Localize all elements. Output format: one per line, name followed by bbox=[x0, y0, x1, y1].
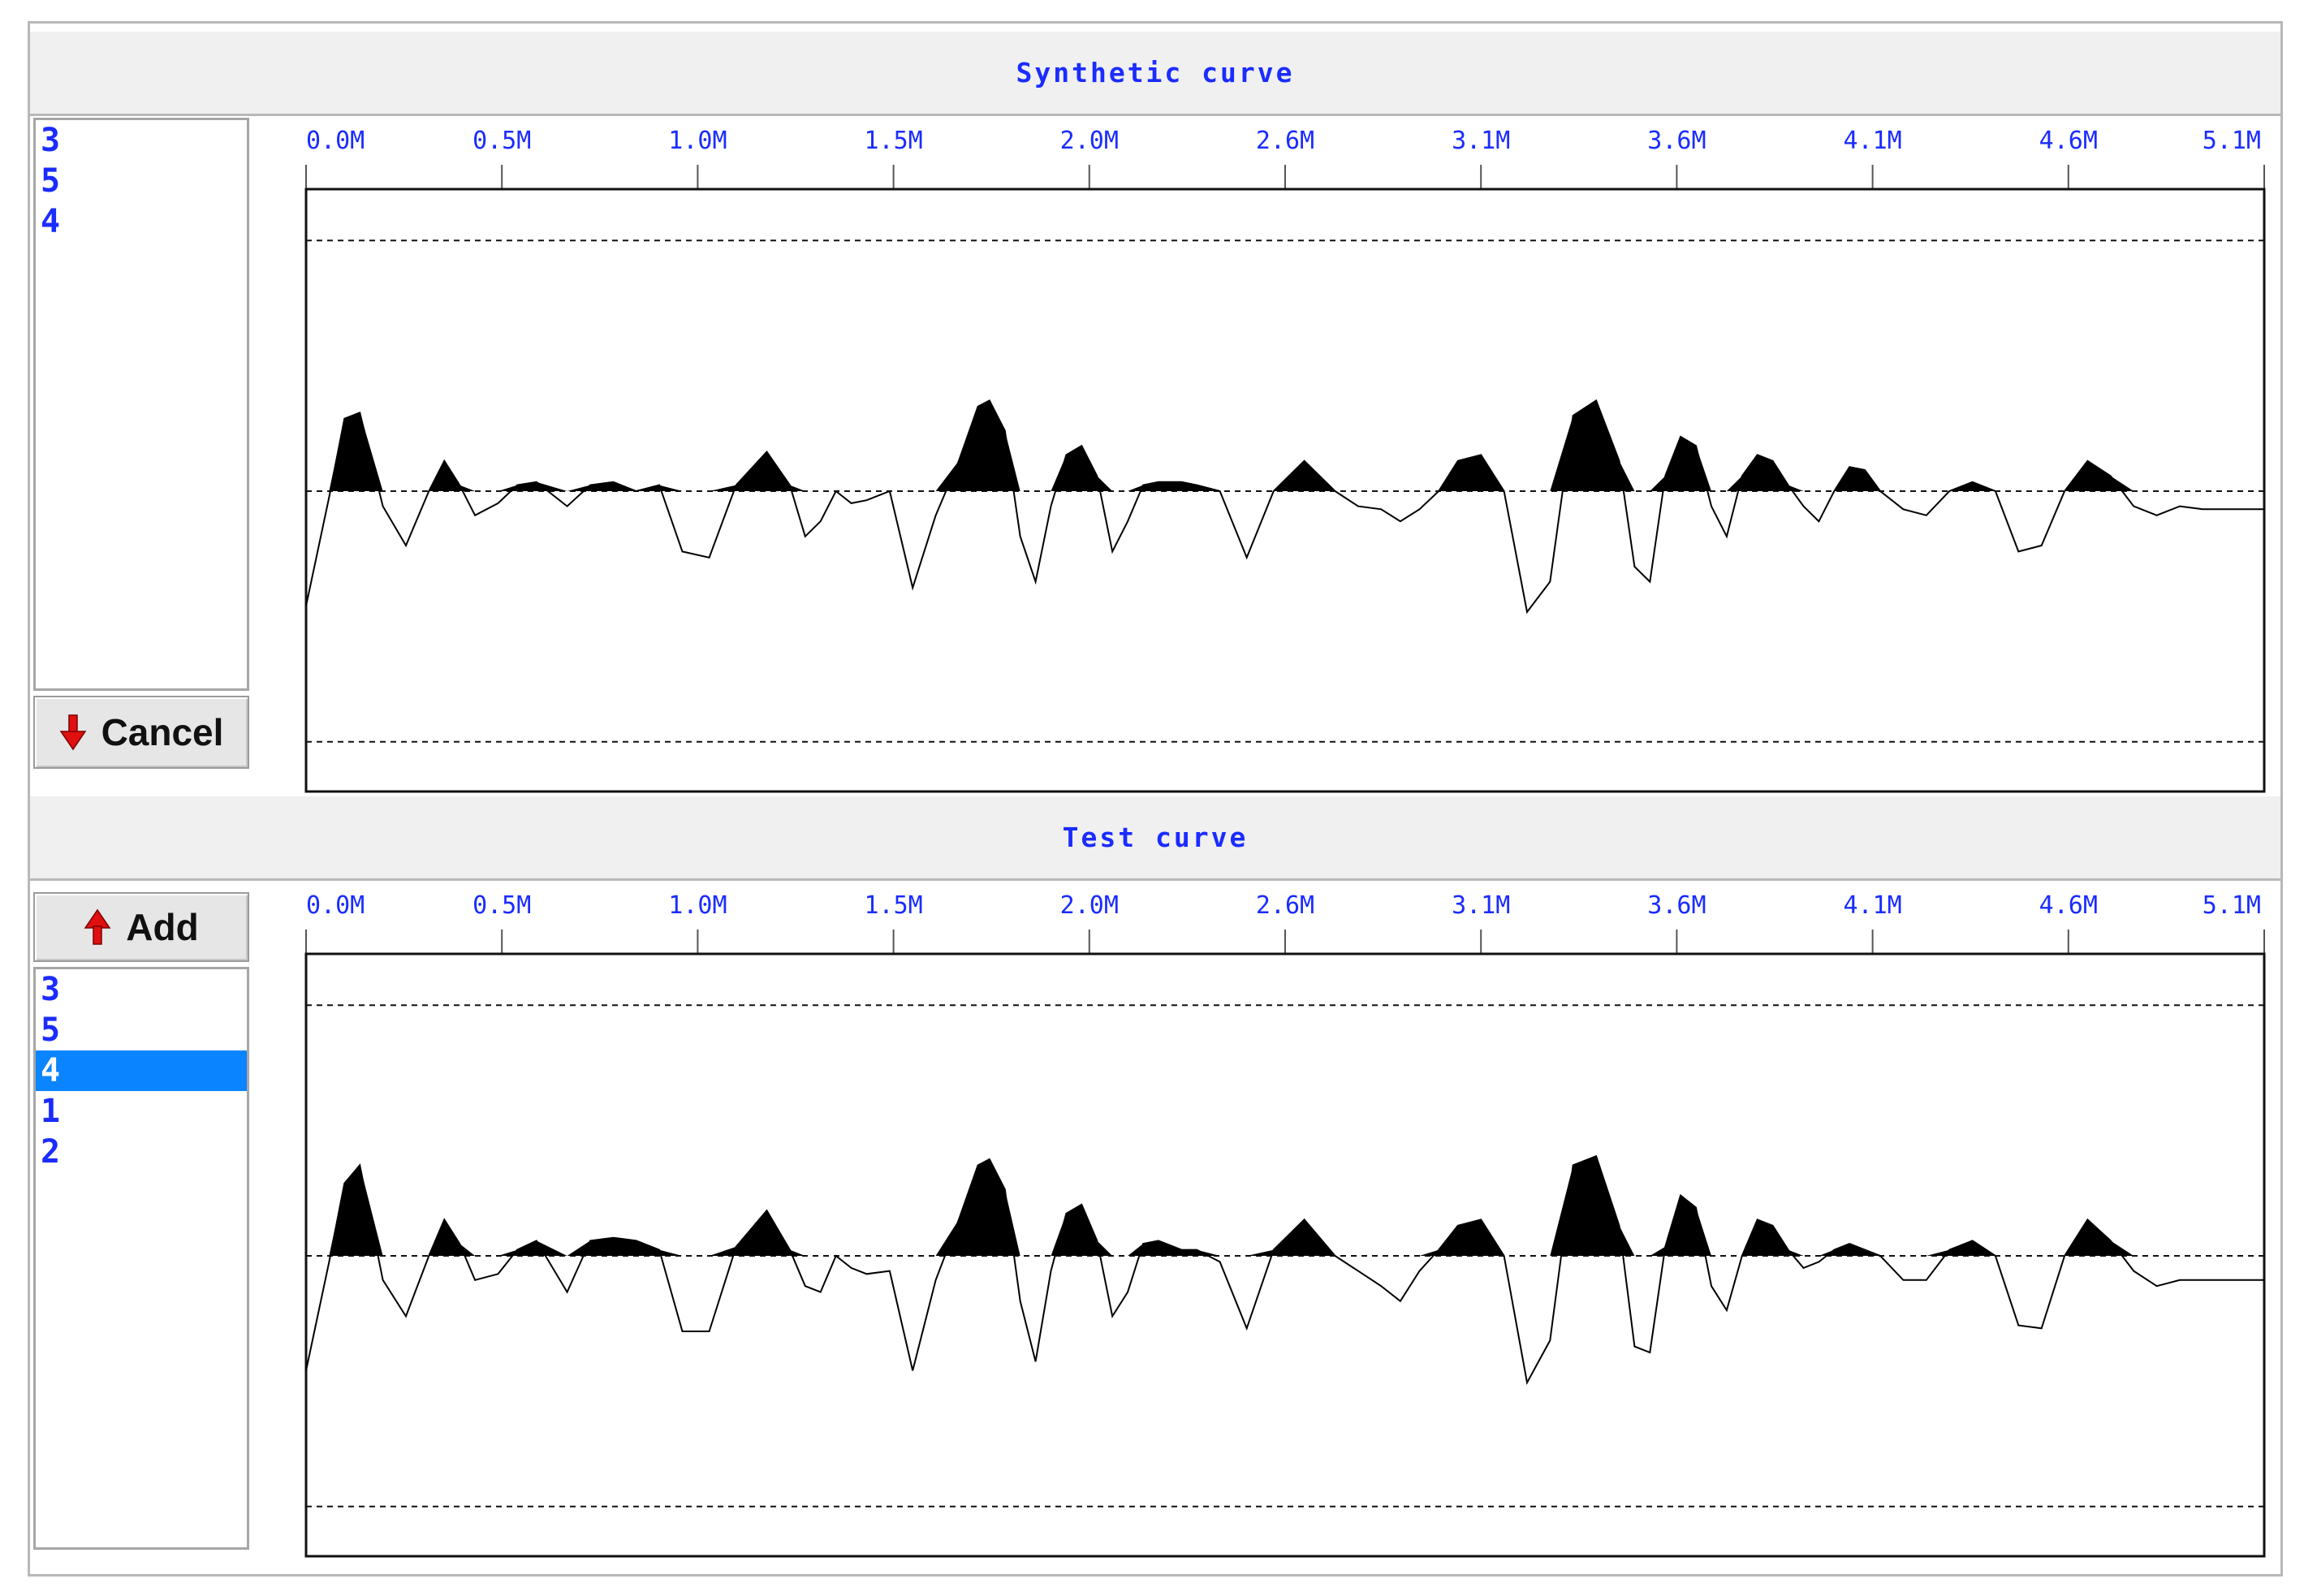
synthetic-curve-chart: 0.0M 0.5M 1.0M 1.5M 2.0M 2.6M 3.1M 3.6M 4.1M 4.6M… bbox=[304, 127, 2266, 793]
axis-tick-label: 2.0M bbox=[1060, 127, 1119, 155]
axis-tick-label: 2.6M bbox=[1256, 127, 1314, 155]
add-button-label: Add bbox=[126, 906, 199, 948]
test-curve-title: Test curve bbox=[1062, 822, 1249, 853]
list-item[interactable]: 4 bbox=[41, 203, 61, 240]
axis-tick-label: 4.6M bbox=[2039, 127, 2098, 155]
axis-tick-label: 3.6M bbox=[1647, 127, 1706, 155]
axis-tick-label: 1.5M bbox=[864, 891, 922, 920]
list-item[interactable]: 3 bbox=[41, 122, 61, 159]
list-item[interactable]: 4 bbox=[36, 1050, 247, 1091]
axis-tick-label: 4.1M bbox=[1843, 127, 1901, 155]
list-item[interactable]: 3 bbox=[41, 971, 61, 1008]
axis-tick-label: 3.6M bbox=[1647, 891, 1706, 920]
axis-tick-label: 0.5M bbox=[472, 127, 531, 155]
axis-tick-label: 0.0M bbox=[306, 891, 365, 920]
positive-fill bbox=[306, 400, 2264, 491]
synthetic-curve-title: Synthetic curve bbox=[1016, 57, 1295, 88]
cancel-button[interactable]: Cancel bbox=[33, 696, 249, 769]
axis-tick-label: 4.1M bbox=[1843, 891, 1901, 920]
add-button[interactable]: Add bbox=[33, 892, 249, 962]
axis-tick-label: 5.1M bbox=[2203, 891, 2261, 920]
list-item[interactable]: 1 bbox=[41, 1093, 61, 1130]
axis-tick-label: 2.0M bbox=[1060, 891, 1119, 920]
axis-tick-label: 3.1M bbox=[1452, 891, 1510, 920]
test-curve-chart: 0.0M 0.5M 1.0M 1.5M 2.0M 2.6M 3.1M 3.6M 4.1M 4.6M… bbox=[304, 891, 2266, 1558]
axis-tick-label: 1.5M bbox=[864, 127, 922, 155]
waveform-line bbox=[305, 399, 2264, 615]
axis-tick-label: 0.0M bbox=[306, 127, 365, 155]
axis-tick-label: 5.1M bbox=[2203, 127, 2261, 155]
cancel-button-label: Cancel bbox=[101, 711, 224, 753]
list-item[interactable]: 5 bbox=[41, 162, 61, 200]
waveform-line bbox=[305, 1154, 2264, 1386]
arrow-up-icon bbox=[84, 908, 111, 945]
axis-tick-label: 1.0M bbox=[668, 127, 727, 155]
list-item[interactable]: 5 bbox=[41, 1012, 61, 1049]
list-item[interactable]: 2 bbox=[41, 1133, 61, 1171]
axis-tick-label: 4.6M bbox=[2039, 891, 2098, 920]
test-curve-header: Test curve bbox=[30, 795, 2280, 881]
synthetic-curve-header: Synthetic curve bbox=[30, 30, 2280, 116]
arrow-down-icon bbox=[59, 714, 86, 751]
axis-tick-label: 1.0M bbox=[668, 891, 727, 920]
positive-fill bbox=[306, 1156, 2264, 1256]
axis-tick-label: 2.6M bbox=[1256, 891, 1314, 920]
axis-tick-label: 3.1M bbox=[1452, 127, 1510, 155]
axis-tick-label: 0.5M bbox=[472, 891, 531, 920]
